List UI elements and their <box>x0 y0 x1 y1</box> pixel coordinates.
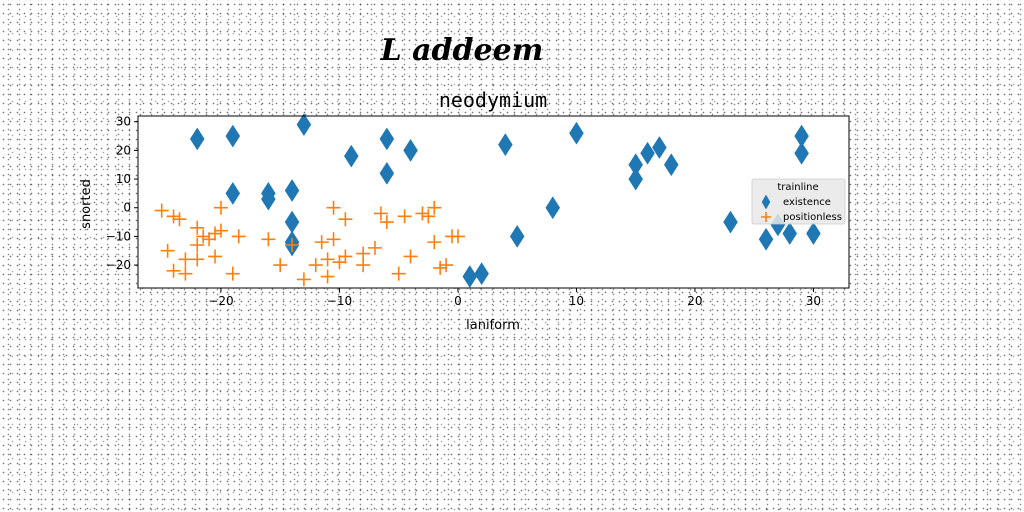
positionless-point <box>166 263 181 278</box>
positionless-point <box>285 238 300 252</box>
legend-box <box>751 178 846 225</box>
positionless-point <box>160 243 175 258</box>
x-tick-label: 20 <box>687 294 702 308</box>
positionless-point <box>178 266 193 281</box>
positionless-point <box>273 258 288 273</box>
existence-point <box>723 210 738 234</box>
x-tick-label: 10 <box>569 294 584 308</box>
existence-point <box>498 133 513 157</box>
legend: trainline existence positionless <box>751 178 846 225</box>
positionless-point <box>450 229 465 244</box>
plot-frame <box>137 115 850 289</box>
existence-point <box>296 113 312 137</box>
x-tick-label: −20 <box>208 294 233 308</box>
existence-point <box>189 127 205 151</box>
existence-point <box>794 141 809 165</box>
existence-point <box>225 124 241 148</box>
existence-point <box>284 179 300 202</box>
existence-point <box>663 153 679 177</box>
y-tick-label: 10 <box>116 172 131 186</box>
positionless-point <box>231 229 246 244</box>
y-axis-label: snorted <box>79 179 94 229</box>
legend-entry-existence: existence <box>783 197 831 208</box>
positionless-point <box>320 269 335 284</box>
positionless-point <box>373 206 388 221</box>
positionless-point <box>213 200 228 215</box>
figure-suptitle: L addeem <box>380 33 544 68</box>
existence-point <box>652 136 667 159</box>
positionless-point <box>397 209 412 224</box>
existence-point <box>806 222 821 245</box>
existence-point <box>261 187 276 211</box>
positionless-point <box>427 235 442 250</box>
y-axis: −20 −10 0 10 20 30 <box>106 115 138 272</box>
positionless-point <box>190 220 205 235</box>
positionless-point <box>439 258 454 273</box>
y-tick-label: −10 <box>106 229 131 243</box>
x-tick-label: 0 <box>454 294 462 308</box>
y-tick-label: 20 <box>116 143 131 157</box>
existence-point <box>403 138 418 162</box>
positionless-point <box>190 238 205 252</box>
existence-point <box>474 262 489 286</box>
y-tick-label: 30 <box>116 115 131 129</box>
existence-point <box>379 161 395 185</box>
positionless-point <box>172 212 187 227</box>
positionless-point <box>190 252 205 267</box>
x-tick-label: 30 <box>806 294 821 308</box>
positionless-point <box>391 266 406 281</box>
positionless-point <box>225 266 240 281</box>
x-tick-label: −10 <box>327 294 352 308</box>
positionless-point <box>338 212 353 227</box>
existence-point <box>379 127 395 151</box>
positionless-point <box>261 232 276 247</box>
legend-entry-positionless: positionless <box>783 212 842 223</box>
positionless-point <box>202 232 217 247</box>
plot-title: neodymium <box>439 88 547 112</box>
positionless-point <box>308 258 323 273</box>
positionless-point <box>196 229 211 244</box>
positionless-point <box>213 223 228 238</box>
y-tick-label: 0 <box>123 201 131 215</box>
positionless-point <box>433 260 448 275</box>
positionless-point <box>320 252 335 267</box>
positionless-point <box>154 203 169 218</box>
y-tick-label: −20 <box>106 258 131 272</box>
positionless-point <box>421 209 436 224</box>
legend-markers <box>761 194 771 222</box>
positionless-point <box>403 249 418 264</box>
existence-point <box>545 196 561 220</box>
x-axis: −20 −10 0 10 20 30 <box>208 288 821 308</box>
positionless-point <box>368 240 382 255</box>
positionless-point <box>379 215 394 230</box>
positionless-point <box>427 200 442 215</box>
positionless-point <box>178 252 193 267</box>
existence-point <box>640 141 655 165</box>
positionless-point <box>208 249 223 264</box>
positionless-point <box>338 249 353 264</box>
positionless-point <box>356 258 371 273</box>
plot-area <box>138 116 849 288</box>
positionless-point <box>208 226 223 241</box>
legend-marker-positionless <box>761 212 771 222</box>
existence-point <box>628 167 643 191</box>
positionless-point <box>332 255 347 270</box>
positionless-point <box>326 200 341 215</box>
x-axis-label: laniform <box>466 318 520 333</box>
legend-title: trainline <box>777 182 818 193</box>
data-points <box>154 113 821 288</box>
positionless-point <box>296 272 311 287</box>
positionless-point <box>166 209 181 224</box>
existence-point <box>782 222 798 245</box>
legend-marker-existence <box>761 194 771 210</box>
existence-point <box>569 121 584 145</box>
existence-point <box>758 227 774 251</box>
positionless-point <box>326 232 341 247</box>
existence-point <box>509 224 525 248</box>
existence-point <box>344 144 359 168</box>
positionless-point <box>415 206 430 221</box>
existence-point <box>225 181 241 205</box>
positionless-point <box>314 235 329 250</box>
